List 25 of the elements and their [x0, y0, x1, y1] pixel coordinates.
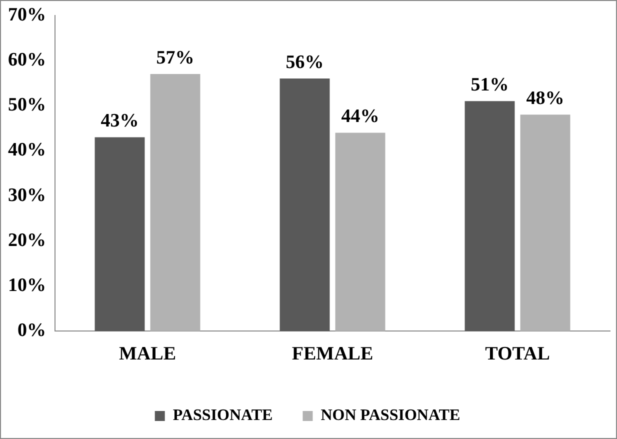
data-label: 51%: [470, 74, 509, 96]
bar: [94, 137, 145, 332]
x-tick-label: FEMALE: [292, 344, 374, 365]
data-label: 57%: [156, 47, 194, 68]
y-tick-label: 10%: [8, 274, 46, 296]
legend-label: NON PASSIONATE: [320, 407, 460, 424]
y-tick-label: 0%: [18, 320, 46, 342]
y-tick-label: 50%: [8, 94, 46, 116]
data-label: 44%: [341, 106, 380, 128]
data-label: 56%: [286, 52, 324, 73]
x-tick-label: MALE: [119, 344, 176, 365]
y-tick-label: 60%: [8, 49, 46, 70]
legend-label: PASSIONATE: [172, 407, 273, 424]
bar: [150, 74, 200, 332]
bar: [280, 78, 330, 332]
bar: [464, 101, 515, 332]
y-tick-label: 20%: [8, 230, 46, 251]
y-tick-label: 30%: [8, 184, 46, 206]
y-tick-label: 70%: [8, 4, 46, 26]
data-label: 48%: [526, 88, 564, 110]
y-tick-label: 40%: [8, 140, 46, 161]
data-label: 43%: [100, 110, 139, 132]
bar: [335, 132, 386, 332]
x-tick-label: TOTAL: [485, 344, 550, 365]
bar: [520, 114, 570, 332]
